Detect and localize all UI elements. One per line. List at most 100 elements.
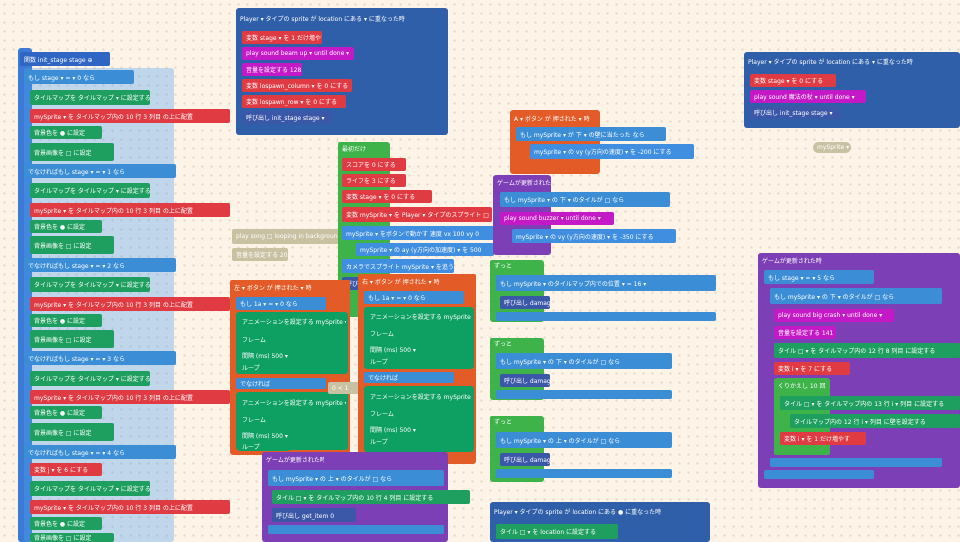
game-update-3-if-stage[interactable]: もし stage ▾ = ▾ 5 なら [764, 270, 874, 284]
bgimage-1[interactable]: 背景画像を □ に設定 [30, 236, 114, 254]
set-volume-gray[interactable]: 音量を設定する 20 [232, 248, 288, 261]
right-interval-2[interactable]: 間隔 (ms) 500 ▾ [366, 424, 426, 435]
right-else: でなければ [364, 372, 454, 383]
call-get-item[interactable]: 呼び出し get_item 0 [272, 508, 356, 522]
set-var-i[interactable]: 変数 i ▾ を 7 にする [774, 362, 850, 375]
right-frame: フレーム [366, 326, 426, 340]
set-tile-location[interactable]: タイル □ ▾ を location に設定する [496, 524, 618, 539]
set-tilemap-1[interactable]: タイルマップを タイルマップ ▾ に設定する [30, 183, 150, 198]
set-stage-start[interactable]: 変数 stage ▾ を 0 にする [342, 190, 432, 203]
right-anim-label-2[interactable]: アニメーションを設定する mySprite ▾ [366, 390, 472, 402]
bgimage-0[interactable]: 背景画像を □ に設定 [30, 143, 114, 161]
bgcolor-4[interactable]: 背景色を ● に設定 [30, 517, 102, 530]
left-interval-2[interactable]: 間隔 (ms) 500 ▾ [238, 430, 298, 441]
forever-2-if[interactable]: もし mySprite ▾ の 下 ▾ のタイルが □ なら [496, 353, 672, 369]
game-update-3-if-tile[interactable]: もし mySprite ▾ の 下 ▾ のタイルが □ なら [770, 288, 942, 304]
right-interval[interactable]: 間隔 (ms) 500 ▾ [366, 344, 426, 355]
place-sprite-1[interactable]: mySprite ▾ を タイルマップ内の 10 行 3 列目 の上に配置 [30, 203, 230, 217]
bgimage-2[interactable]: 背景画像を □ に設定 [30, 330, 114, 348]
place-sprite-0[interactable]: mySprite ▾ を タイルマップ内の 10 行 3 列目 の上に配置 [30, 109, 230, 123]
left-loop[interactable]: ループ [238, 362, 290, 373]
a-button-set-vy[interactable]: mySprite ▾ の vy (y方向の速度) ▾ を -200 にする [530, 144, 694, 159]
left-button-title[interactable]: 左 ▾ ボタン が 押された ▾ 時 [230, 280, 350, 294]
elseif-stage-2[interactable]: でなければもし stage ▾ = ▾ 2 なら [24, 258, 176, 272]
bgcolor-0[interactable]: 背景色を ● に設定 [30, 126, 102, 139]
forever-3-call[interactable]: 呼び出し damage [500, 453, 550, 466]
overlap-event-top-title[interactable]: Player ▾ タイプの sprite が location にある ▾ に重… [236, 9, 448, 27]
set-lospawn-column-block[interactable]: 変数 lospawn_column ▾ を 0 にする [242, 79, 352, 92]
left-anim-label[interactable]: アニメーションを設定する mySprite ▾ [238, 315, 346, 327]
right-if-block[interactable]: もし 1a ▾ = ▾ 0 なら [364, 291, 464, 304]
camera-follow[interactable]: カメラでスプライト mySprite ▾ を追う [342, 259, 454, 273]
forever-3-if[interactable]: もし mySprite ▾ の 上 ▾ のタイルが □ なら [496, 432, 672, 448]
set-vy-350[interactable]: mySprite ▾ の vy (y方向の速度) ▾ を -350 にする [512, 229, 676, 243]
forever-2-call[interactable]: 呼び出し damage [500, 374, 550, 387]
set-tilemap-3[interactable]: タイルマップを タイルマップ ▾ に設定する [30, 371, 150, 386]
bgcolor-3[interactable]: 背景色を ● に設定 [30, 406, 102, 419]
forever-1-call[interactable]: 呼び出し damage [500, 296, 550, 309]
set-ay[interactable]: mySprite ▾ の ay (y方向の加速度) ▾ を 500 [356, 243, 494, 256]
game-update-1-title[interactable]: ゲームが更新された時 [493, 176, 551, 189]
set-life[interactable]: ライフを 3 にする [342, 174, 406, 187]
play-sound-block[interactable]: play sound beam up ▾ until done ▾ [242, 47, 354, 60]
set-score[interactable]: スコアを 0 にする [342, 158, 406, 171]
set-wall[interactable]: タイルマップ内の 12 行 i ▾ 列目 に壁を設定する [790, 414, 960, 428]
game-update-2-title[interactable]: ゲームが更新された時 [262, 453, 324, 466]
game-update-2-if[interactable]: もし mySprite ▾ の 上 ▾ のタイルが □ なら [268, 470, 444, 486]
right-button-title[interactable]: 右 ▾ ボタン が 押された ▾ 時 [358, 274, 476, 288]
right-loop-2[interactable]: ループ [366, 436, 416, 447]
bgcolor-1[interactable]: 背景色を ● に設定 [30, 220, 102, 233]
play-magic-wand[interactable]: play sound 魔法の杖 ▾ until done ▾ [750, 90, 866, 103]
place-sprite-3[interactable]: mySprite ▾ を タイルマップ内の 10 行 3 列目 の上に配置 [30, 390, 230, 404]
repeat-label[interactable]: くりかえし 10 回 [774, 379, 830, 392]
bgimage-3[interactable]: 背景画像を □ に設定 [30, 423, 114, 441]
game-update-3-title[interactable]: ゲームが更新された時 [758, 254, 822, 267]
elseif-stage-4[interactable]: でなければもし stage ▾ = ▾ 4 なら [24, 445, 176, 459]
change-stage-block[interactable]: 変数 stage ▾ を 1 だけ増やす [242, 31, 322, 44]
right-call-init-stage[interactable]: 呼び出し init_stage stage ▾ [750, 106, 840, 119]
repeat-end [774, 447, 830, 455]
left-if-block[interactable]: もし 1a ▾ = ▾ 0 なら [236, 297, 326, 310]
play-big-crash[interactable]: play sound big crash ▾ until done ▾ [774, 309, 894, 322]
bottom-overlap-title[interactable]: Player ▾ タイプの sprite が location にある ● に重… [490, 503, 710, 519]
set-tilemap-2[interactable]: タイルマップを タイルマップ ▾ に設定する [30, 277, 150, 292]
set-volume-block[interactable]: 音量を設定する 128 [242, 63, 302, 76]
play-buzzer[interactable]: play sound buzzer ▾ until done ▾ [500, 212, 614, 225]
a-button-title[interactable]: A ▾ ボタン が 押された ▾ 時 [510, 111, 600, 125]
floating-sprite-pill[interactable]: mySprite ▾ [813, 142, 851, 153]
place-sprite-4[interactable]: mySprite ▾ を タイルマップ内の 10 行 3 列目 の上に配置 [30, 500, 230, 514]
right-anim-label[interactable]: アニメーションを設定する mySprite ▾ [366, 310, 472, 322]
right-set-stage[interactable]: 変数 stage ▾ を 0 にする [750, 74, 836, 87]
on-start-title[interactable]: 最初だけ [338, 142, 388, 154]
set-tilemap-4[interactable]: タイルマップを タイルマップ ▾ に設定する [30, 481, 150, 496]
set-tile-12-8[interactable]: タイル □ ▾ を タイルマップ内の 12 行 8 列目 に設定する [774, 343, 960, 358]
create-sprite[interactable]: 変数 mySprite ▾ を Player ▾ タイプのスプライト □ [342, 207, 492, 222]
set-lospawn-row-block[interactable]: 変数 lospawn_row ▾ を 0 にする [242, 95, 346, 108]
right-loop[interactable]: ループ [366, 356, 416, 367]
a-button-if[interactable]: もし mySprite ▾ が 下 ▾ の壁に当たった なら [516, 127, 666, 141]
play-song-block[interactable]: play song □ looping in background ▾ [232, 229, 364, 244]
forever-1-if[interactable]: もし mySprite ▾ のタイルマップ内での位置 ▾ = 16 ▾ [496, 275, 716, 291]
move-with-buttons[interactable]: mySprite ▾ をボタンで動かす 速度 vx 100 vy 0 [342, 226, 494, 240]
forever-1-end [496, 312, 716, 321]
init-stage-header[interactable]: 関数 init_stage stage ⊕ [20, 52, 110, 66]
place-sprite-2[interactable]: mySprite ▾ を タイルマップ内の 10 行 3 列目 の上に配置 [30, 297, 230, 311]
if-stage-0[interactable]: もし stage ▾ = ▾ 0 なら [24, 70, 134, 84]
left-interval[interactable]: 間隔 (ms) 500 ▾ [238, 350, 298, 361]
set-var-j[interactable]: 変数 j ▾ を 6 にする [30, 463, 102, 476]
game-update-3-end-inner [770, 458, 942, 467]
elseif-stage-1[interactable]: でなければもし stage ▾ = ▾ 1 なら [24, 164, 176, 178]
set-tilemap-0[interactable]: タイルマップを タイルマップ ▾ に設定する [30, 90, 150, 105]
game-update-1-if[interactable]: もし mySprite ▾ の 下 ▾ のタイルが □ なら [500, 192, 670, 207]
increment-i[interactable]: 変数 i ▾ を 1 だけ増やす [780, 432, 866, 445]
left-loop-2[interactable]: ループ [238, 442, 290, 451]
set-tile-13-i[interactable]: タイル □ ▾ を タイルマップ内の 13 行 i ▾ 列目 に設定する [780, 396, 960, 410]
right-overlap-title[interactable]: Player ▾ タイプの sprite が location にある ▾ に重… [744, 53, 960, 70]
bgcolor-2[interactable]: 背景色を ● に設定 [30, 314, 102, 327]
set-tile-item[interactable]: タイル □ ▾ を タイルマップ内の 10 行 4 列目 に設定する [272, 490, 470, 504]
call-init-stage-block[interactable]: 呼び出し init_stage stage ▾ [242, 111, 332, 124]
left-anim-label-2[interactable]: アニメーションを設定する mySprite ▾ [238, 396, 346, 408]
elseif-stage-3[interactable]: でなければもし stage ▾ = ▾ 3 なら [24, 351, 176, 365]
set-volume-141[interactable]: 音量を設定する 141 [774, 326, 836, 339]
bgimage-4[interactable]: 背景画像を □ に設定 [30, 533, 114, 542]
